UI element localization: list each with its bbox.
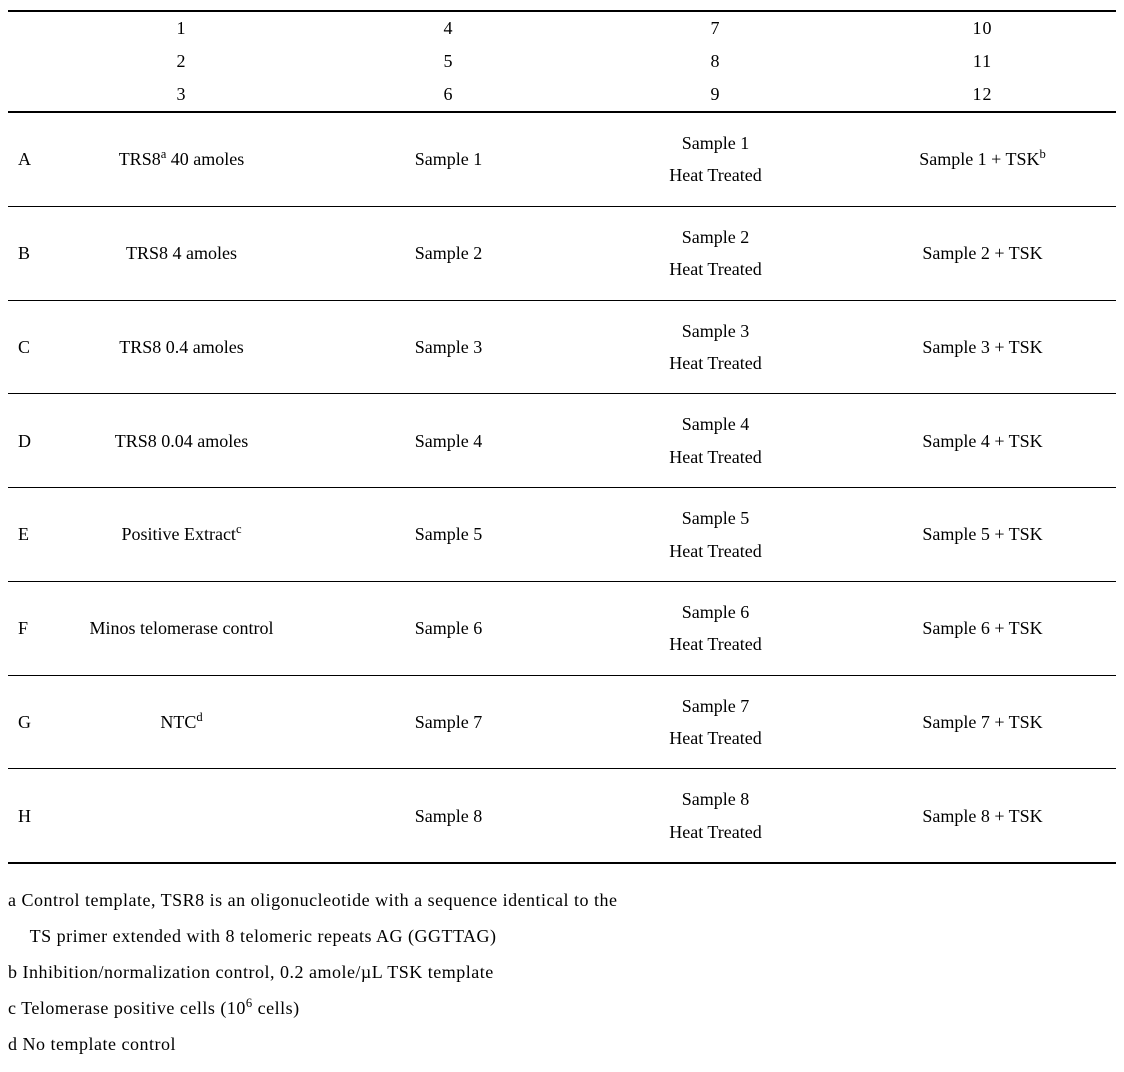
cell-col-2: Sample 8 xyxy=(315,769,582,863)
cell-col-4: Sample 7 + TSK xyxy=(849,675,1116,769)
header-col-1: 3 xyxy=(48,78,315,112)
plate-layout-table: 1 4 7 10 2 5 8 11 3 6 9 12 ATRS8a 40 amo… xyxy=(8,10,1116,864)
cell-col-2: Sample 3 xyxy=(315,300,582,394)
cell-col-1: TRS8 4 amoles xyxy=(48,206,315,300)
footnote-c-post: cells) xyxy=(253,998,300,1018)
cell-col-1: TRS8 0.4 amoles xyxy=(48,300,315,394)
cell-col-4: Sample 5 + TSK xyxy=(849,488,1116,582)
cell-col-1: Positive Extractc xyxy=(48,488,315,582)
table-row: ATRS8a 40 amolesSample 1Sample 1Heat Tre… xyxy=(8,112,1116,206)
row-label: E xyxy=(8,488,48,582)
cell-col-3: Sample 8Heat Treated xyxy=(582,769,849,863)
cell-col-4: Sample 6 + TSK xyxy=(849,581,1116,675)
row-label: G xyxy=(8,675,48,769)
cell-col-3: Sample 4Heat Treated xyxy=(582,394,849,488)
cell-col-3: Sample 7Heat Treated xyxy=(582,675,849,769)
cell-col-1: NTCd xyxy=(48,675,315,769)
footnote-a-line1: a Control template, TSR8 is an oligonucl… xyxy=(8,882,1116,918)
cell-col-1: Minos telomerase control xyxy=(48,581,315,675)
header-col-3: 9 xyxy=(582,78,849,112)
header-col-4: 11 xyxy=(849,45,1116,78)
footnote-b: b Inhibition/normalization control, 0.2 … xyxy=(8,954,1116,990)
cell-col-3: Sample 6Heat Treated xyxy=(582,581,849,675)
cell-col-4: Sample 8 + TSK xyxy=(849,769,1116,863)
cell-col-4: Sample 4 + TSK xyxy=(849,394,1116,488)
table-header: 1 4 7 10 2 5 8 11 3 6 9 12 xyxy=(8,11,1116,112)
header-col-3: 7 xyxy=(582,11,849,45)
cell-col-1: TRS8 0.04 amoles xyxy=(48,394,315,488)
header-col-1: 2 xyxy=(48,45,315,78)
header-col-1: 1 xyxy=(48,11,315,45)
row-label: B xyxy=(8,206,48,300)
footnote-c-pre: c Telomerase positive cells (10 xyxy=(8,998,246,1018)
cell-col-2: Sample 2 xyxy=(315,206,582,300)
table-body: ATRS8a 40 amolesSample 1Sample 1Heat Tre… xyxy=(8,112,1116,863)
row-label: A xyxy=(8,112,48,206)
cell-col-3: Sample 2Heat Treated xyxy=(582,206,849,300)
table-row: FMinos telomerase controlSample 6Sample … xyxy=(8,581,1116,675)
table-row: BTRS8 4 amolesSample 2Sample 2Heat Treat… xyxy=(8,206,1116,300)
header-col-2: 4 xyxy=(315,11,582,45)
footnote-a-line2: TS primer extended with 8 telomeric repe… xyxy=(8,918,1116,954)
footnote-c-sup: 6 xyxy=(246,996,253,1010)
cell-col-4: Sample 2 + TSK xyxy=(849,206,1116,300)
table-row: EPositive ExtractcSample 5Sample 5Heat T… xyxy=(8,488,1116,582)
cell-col-3: Sample 3Heat Treated xyxy=(582,300,849,394)
header-col-3: 8 xyxy=(582,45,849,78)
table-row: CTRS8 0.4 amolesSample 3Sample 3Heat Tre… xyxy=(8,300,1116,394)
cell-col-4: Sample 3 + TSK xyxy=(849,300,1116,394)
cell-col-2: Sample 4 xyxy=(315,394,582,488)
row-label: F xyxy=(8,581,48,675)
header-col-2: 5 xyxy=(315,45,582,78)
cell-col-2: Sample 5 xyxy=(315,488,582,582)
footnotes: a Control template, TSR8 is an oligonucl… xyxy=(8,882,1116,1062)
row-label: D xyxy=(8,394,48,488)
footnote-d: d No template control xyxy=(8,1026,1116,1062)
row-label: C xyxy=(8,300,48,394)
cell-col-4: Sample 1 + TSKb xyxy=(849,112,1116,206)
cell-col-3: Sample 1Heat Treated xyxy=(582,112,849,206)
cell-col-1 xyxy=(48,769,315,863)
header-col-4: 10 xyxy=(849,11,1116,45)
table-row: GNTCdSample 7Sample 7Heat TreatedSample … xyxy=(8,675,1116,769)
footnote-c: c Telomerase positive cells (106 cells) xyxy=(8,990,1116,1026)
cell-col-3: Sample 5Heat Treated xyxy=(582,488,849,582)
cell-col-1: TRS8a 40 amoles xyxy=(48,112,315,206)
cell-col-2: Sample 6 xyxy=(315,581,582,675)
cell-col-2: Sample 1 xyxy=(315,112,582,206)
row-label: H xyxy=(8,769,48,863)
table-row: DTRS8 0.04 amolesSample 4Sample 4Heat Tr… xyxy=(8,394,1116,488)
header-col-4: 12 xyxy=(849,78,1116,112)
table-row: H Sample 8Sample 8Heat TreatedSample 8 + … xyxy=(8,769,1116,863)
header-col-2: 6 xyxy=(315,78,582,112)
cell-col-2: Sample 7 xyxy=(315,675,582,769)
